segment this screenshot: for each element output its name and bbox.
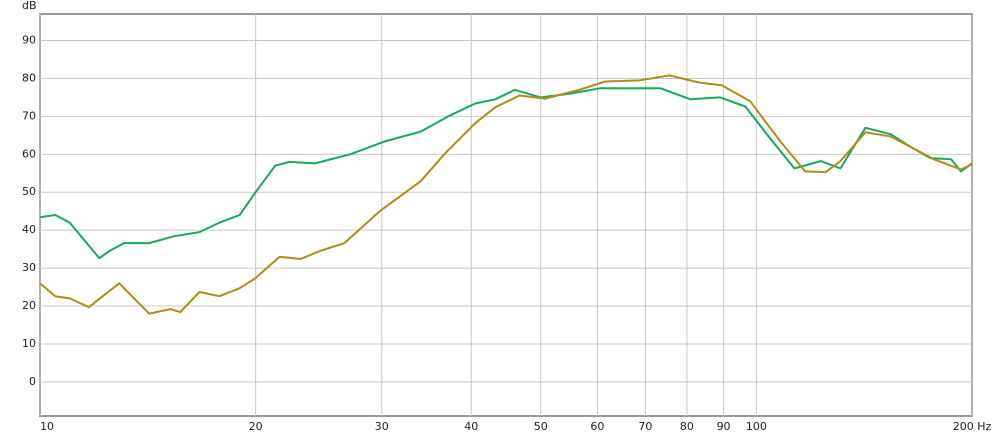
x-tick-label: 10	[40, 420, 54, 433]
y-tick-label: 80	[22, 71, 36, 84]
y-tick-label: 70	[22, 109, 36, 122]
x-tick-label: 70	[638, 420, 652, 433]
x-tick-label: 40	[464, 420, 478, 433]
y-tick-label: 0	[29, 375, 36, 388]
y-tick-label: 10	[22, 337, 36, 350]
x-tick-label: 80	[680, 420, 694, 433]
y-tick-label: 20	[22, 299, 36, 312]
y-tick-label: 40	[22, 223, 36, 236]
y-tick-label: 90	[22, 34, 36, 47]
plot-area	[39, 13, 973, 417]
x-tick-label: 60	[590, 420, 604, 433]
x-tick-label: 50	[534, 420, 548, 433]
x-tick-label: 20	[249, 420, 263, 433]
series-line	[39, 74, 973, 315]
x-tick-label: 90	[717, 420, 731, 433]
y-tick-label: 50	[22, 185, 36, 198]
y-tick-label: 60	[22, 147, 36, 160]
x-tick-label: 30	[375, 420, 389, 433]
x-tick-label: 200 Hz	[953, 420, 992, 433]
x-tick-label: 100	[746, 420, 767, 433]
y-tick-label: 30	[22, 261, 36, 274]
y-unit-label: dB	[22, 0, 37, 12]
series-line	[39, 87, 973, 260]
